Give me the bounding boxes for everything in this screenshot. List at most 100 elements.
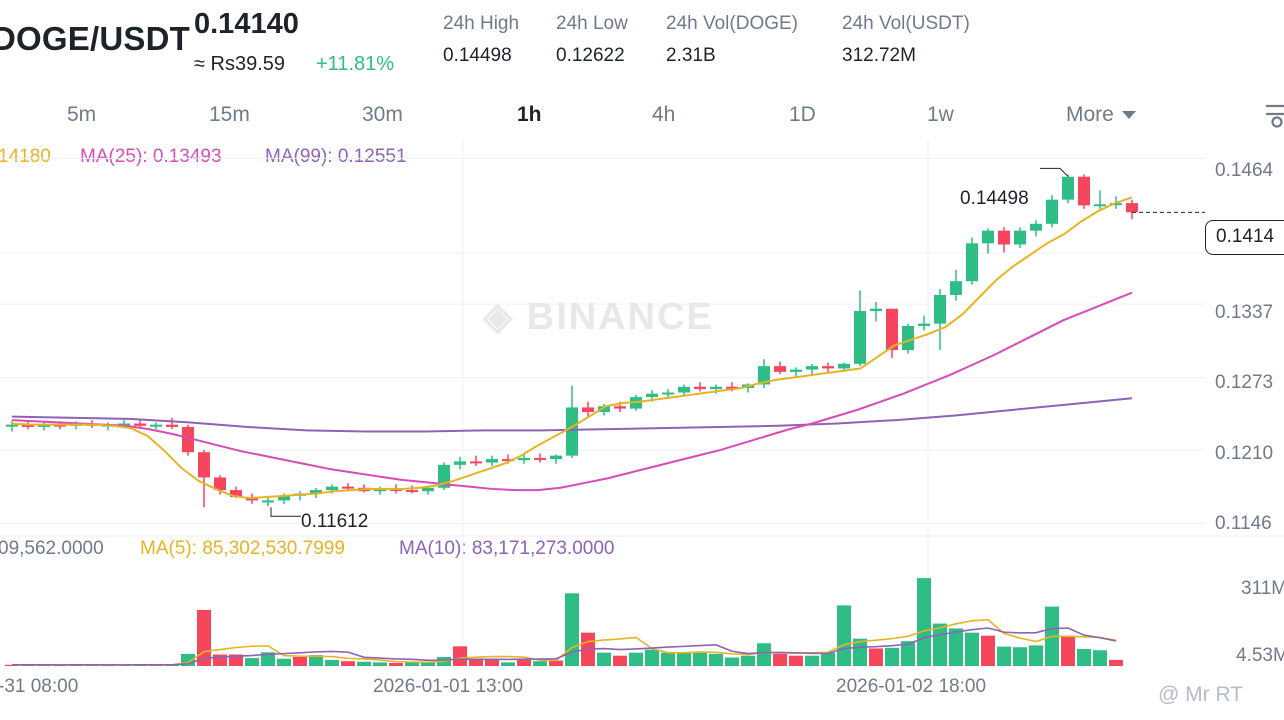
candle-body xyxy=(262,500,274,503)
candle-body xyxy=(486,459,498,463)
volume-bar xyxy=(901,641,915,666)
vol-legend: 09,562.0000 xyxy=(0,538,104,559)
chart-grid xyxy=(0,140,1284,670)
tab-15m[interactable]: 15m xyxy=(209,103,250,126)
tab-4h[interactable]: 4h xyxy=(652,103,676,126)
ma7-line xyxy=(11,196,1133,500)
candle-body xyxy=(38,424,50,427)
volume-bars xyxy=(5,578,1123,667)
candle-body xyxy=(278,495,290,501)
author-credit: @ Mr RT xyxy=(1158,683,1244,706)
stat-24h-low-value: 0.12622 xyxy=(556,45,625,66)
stat-24h-vol-doge-value: 2.31B xyxy=(666,45,716,66)
volume-bar xyxy=(709,653,723,666)
candle-body xyxy=(422,487,434,492)
volume-bar xyxy=(229,654,243,666)
candle-body xyxy=(710,386,722,390)
volume-axis-tick: 311M xyxy=(1241,578,1284,599)
candle-body xyxy=(1014,230,1026,245)
candle-body xyxy=(230,490,242,497)
chart-settings-icon[interactable] xyxy=(1262,100,1284,130)
ma25-line xyxy=(11,291,1133,492)
price-axis-tick: 0.1210 xyxy=(1215,443,1274,464)
tab-5m[interactable]: 5m xyxy=(67,103,97,126)
candle-body xyxy=(1126,203,1138,213)
volume-bar xyxy=(357,661,371,666)
volume-bar xyxy=(725,657,739,666)
tab-1w[interactable]: 1w xyxy=(927,103,954,126)
candle-body xyxy=(118,423,130,426)
candle-body xyxy=(134,423,146,426)
volume-bar xyxy=(341,661,355,666)
candle-body xyxy=(822,366,834,369)
volume-bar xyxy=(213,654,227,666)
time-axis-tick: 2026-01-02 18:00 xyxy=(836,676,987,697)
candle-body xyxy=(838,363,850,369)
candle-body xyxy=(998,230,1010,245)
stat-24h-low-label: 24h Low xyxy=(556,13,628,34)
high-marker-line xyxy=(1040,167,1069,177)
volume-bar xyxy=(741,655,755,666)
volume-bar xyxy=(293,656,307,666)
volume-bar xyxy=(565,593,579,666)
volume-bar xyxy=(981,635,995,666)
volume-bar xyxy=(613,655,627,666)
volume-bar xyxy=(453,646,467,666)
tab-more[interactable]: More xyxy=(1066,103,1136,127)
candle-body xyxy=(1110,203,1122,206)
low-marker-line xyxy=(270,507,301,517)
volume-bar xyxy=(549,660,563,666)
volume-bar xyxy=(821,652,835,666)
candle-body xyxy=(310,490,322,494)
candle-body xyxy=(854,311,866,364)
candle-body xyxy=(726,386,738,389)
volume-bar xyxy=(773,653,787,666)
volume-bar xyxy=(757,643,771,666)
candle-body xyxy=(806,366,818,370)
candle-body xyxy=(22,424,34,427)
candle-body xyxy=(918,323,930,326)
high-price-marker: 0.14498 xyxy=(960,188,1029,209)
volume-bar xyxy=(533,661,547,666)
stat-24h-vol-doge-label: 24h Vol(DOGE) xyxy=(666,13,798,34)
volume-bar xyxy=(1109,659,1123,666)
candle-body xyxy=(198,452,210,478)
volume-bar xyxy=(965,632,979,666)
volume-bar xyxy=(1077,649,1091,666)
ma99-legend: MA(99): 0.12551 xyxy=(265,146,407,167)
volume-bar xyxy=(677,652,691,666)
volume-bar xyxy=(517,659,531,666)
current-price-label: 0.1414 xyxy=(1205,220,1284,255)
price-change: +11.81% xyxy=(316,53,395,75)
tab-1h[interactable]: 1h xyxy=(517,103,542,126)
candle-body xyxy=(678,386,690,393)
volume-bar xyxy=(661,652,675,666)
volume-bar xyxy=(853,638,867,666)
ma99-line xyxy=(11,397,1133,433)
volume-bar xyxy=(597,652,611,666)
candle-body xyxy=(614,406,626,409)
volume-bar xyxy=(805,655,819,666)
volume-bar xyxy=(325,659,339,666)
ma7-legend: 14180 xyxy=(0,146,51,167)
ma-lines xyxy=(11,196,1133,500)
tab-1d[interactable]: 1D xyxy=(789,103,816,126)
candle-body xyxy=(646,393,658,398)
candle-body xyxy=(950,281,962,295)
volume-axis-tick: 4.53M xyxy=(1236,645,1284,666)
candle-body xyxy=(1030,223,1042,231)
candle-body xyxy=(982,230,994,244)
pair-title[interactable]: DOGE/USDT xyxy=(0,20,190,57)
candle-body xyxy=(870,308,882,312)
time-axis-tick: -31 08:00 xyxy=(0,676,79,697)
volume-bar xyxy=(373,662,387,666)
volume-bar xyxy=(485,658,499,666)
candle-body xyxy=(6,424,18,427)
volume-bar xyxy=(389,662,403,666)
tab-30m[interactable]: 30m xyxy=(362,103,403,126)
binance-logo-icon: ◈ xyxy=(483,296,527,338)
candle-body xyxy=(166,424,178,427)
volume-bar xyxy=(421,662,435,666)
volume-bar xyxy=(1029,645,1043,666)
